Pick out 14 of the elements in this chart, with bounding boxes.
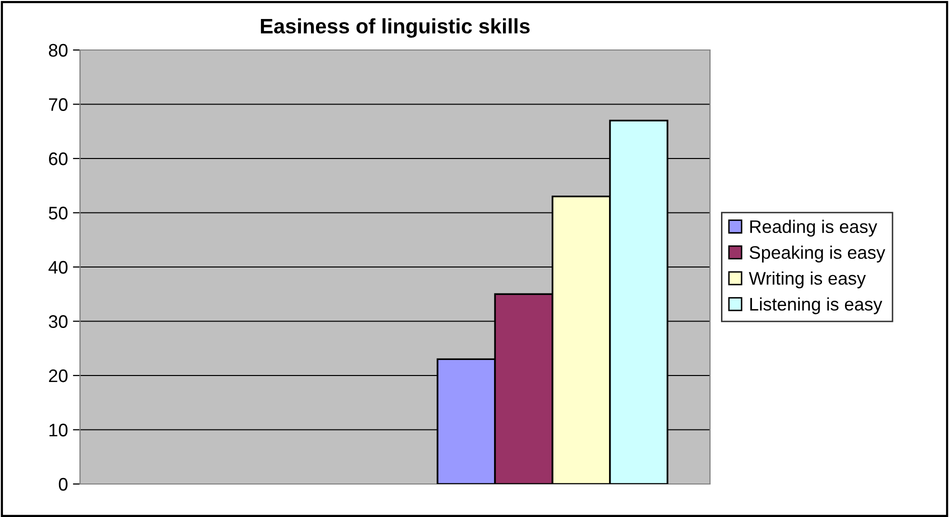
y-tick-label: 0 — [58, 478, 68, 491]
legend-label: Writing is easy — [748, 272, 866, 288]
y-tick-label: 50 — [48, 206, 68, 220]
y-tick-label: 40 — [48, 260, 68, 274]
y-tick-label: 10 — [49, 424, 68, 436]
legend-label: Reading is easy — [750, 220, 878, 237]
y-tick-label: 20 — [49, 369, 68, 382]
y-tick-label: 80 — [48, 44, 68, 57]
y-tick-label: 30 — [48, 315, 68, 328]
legend-label: Listening is easy — [750, 297, 882, 314]
legend-label: Speaking is easy — [750, 246, 886, 262]
y-tick-label: 70 — [49, 98, 68, 111]
chart-title: Easiness of linguistic skills — [260, 18, 530, 38]
y-tick-label: 60 — [49, 152, 68, 166]
